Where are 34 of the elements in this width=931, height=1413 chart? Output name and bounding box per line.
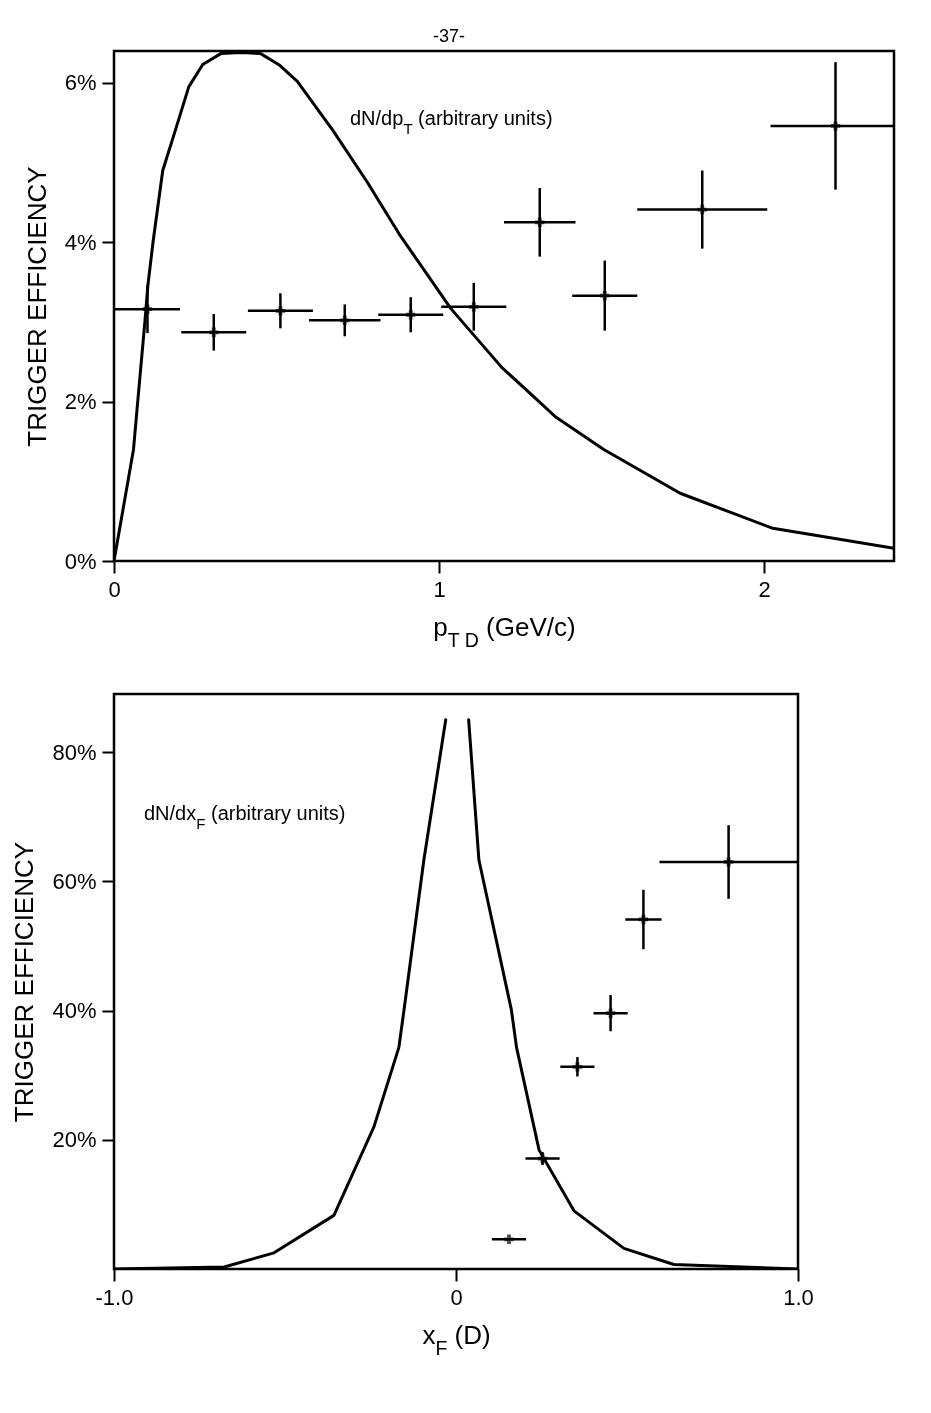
x-tick-label: 1 <box>433 576 446 602</box>
x-tick-label: 0 <box>108 576 121 602</box>
point <box>605 1008 616 1018</box>
point <box>405 310 416 320</box>
annotation: dN/dp$_{T}$ (arbitrary units) <box>350 107 553 137</box>
point <box>572 1062 583 1072</box>
y-tick-label: 40% <box>52 998 97 1024</box>
x-tick-label: -1.0 <box>95 1284 134 1310</box>
point <box>142 304 153 314</box>
text: -37- <box>432 26 466 46</box>
x-axis-title: p$_{T D}$ (GeV/c) <box>433 611 576 651</box>
x-tick-label: 2 <box>758 576 771 602</box>
point <box>723 857 734 867</box>
point <box>830 121 841 131</box>
x-axis-title: x$_{F}$ (D) <box>422 1319 491 1359</box>
point <box>535 217 545 228</box>
annotation: dN/dx$_{F}$ (arbitrary units) <box>144 802 346 832</box>
y-tick-label: 80% <box>52 739 97 765</box>
y-tick-label: 0% <box>64 548 97 574</box>
y-tick-label: 4% <box>64 229 97 255</box>
point <box>600 290 610 301</box>
point <box>504 1234 514 1245</box>
y-tick-label: 60% <box>52 868 97 894</box>
y-tick-label: 20% <box>52 1127 97 1153</box>
y-axis-title: TRIGGER EFFICIENCY <box>21 166 52 447</box>
point <box>209 327 219 338</box>
point <box>275 306 286 316</box>
x-tick-label: 1.0 <box>783 1284 814 1310</box>
y-axis-title: TRIGGER EFFICIENCY <box>9 841 40 1123</box>
point <box>340 315 350 326</box>
x-tick-label: 0 <box>450 1284 463 1310</box>
y-tick-label: 2% <box>64 389 97 415</box>
point <box>469 302 479 312</box>
y-tick-label: 6% <box>64 70 97 96</box>
